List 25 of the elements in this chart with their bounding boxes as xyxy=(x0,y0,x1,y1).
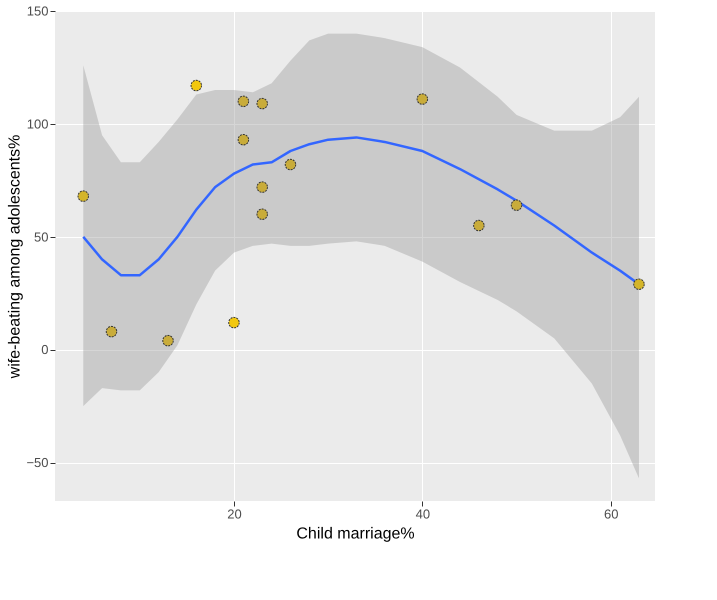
y-tick-label: 150 xyxy=(26,4,48,18)
point xyxy=(510,199,522,211)
point xyxy=(284,158,296,170)
y-tick-label: 50 xyxy=(34,229,48,244)
point xyxy=(256,181,268,193)
point xyxy=(238,134,250,146)
point xyxy=(78,190,89,202)
point xyxy=(633,278,645,290)
y-tick-label: −50 xyxy=(26,455,48,470)
x-tick-label: 20 xyxy=(227,506,242,522)
point xyxy=(162,334,174,346)
y-axis-title: wife-beating among adolescents% xyxy=(6,134,24,380)
x-tick-label: 60 xyxy=(604,506,618,522)
y-tick-label: 100 xyxy=(26,116,48,132)
point xyxy=(256,208,268,220)
point xyxy=(256,98,268,110)
x-axis-title: Child marriage% xyxy=(296,526,415,542)
point xyxy=(238,96,250,108)
point xyxy=(106,326,118,338)
point xyxy=(190,80,202,92)
y-tick-label: 0 xyxy=(41,342,48,358)
point xyxy=(416,93,428,105)
point xyxy=(473,220,485,232)
point xyxy=(228,316,240,328)
x-tick-label: 40 xyxy=(416,506,430,522)
